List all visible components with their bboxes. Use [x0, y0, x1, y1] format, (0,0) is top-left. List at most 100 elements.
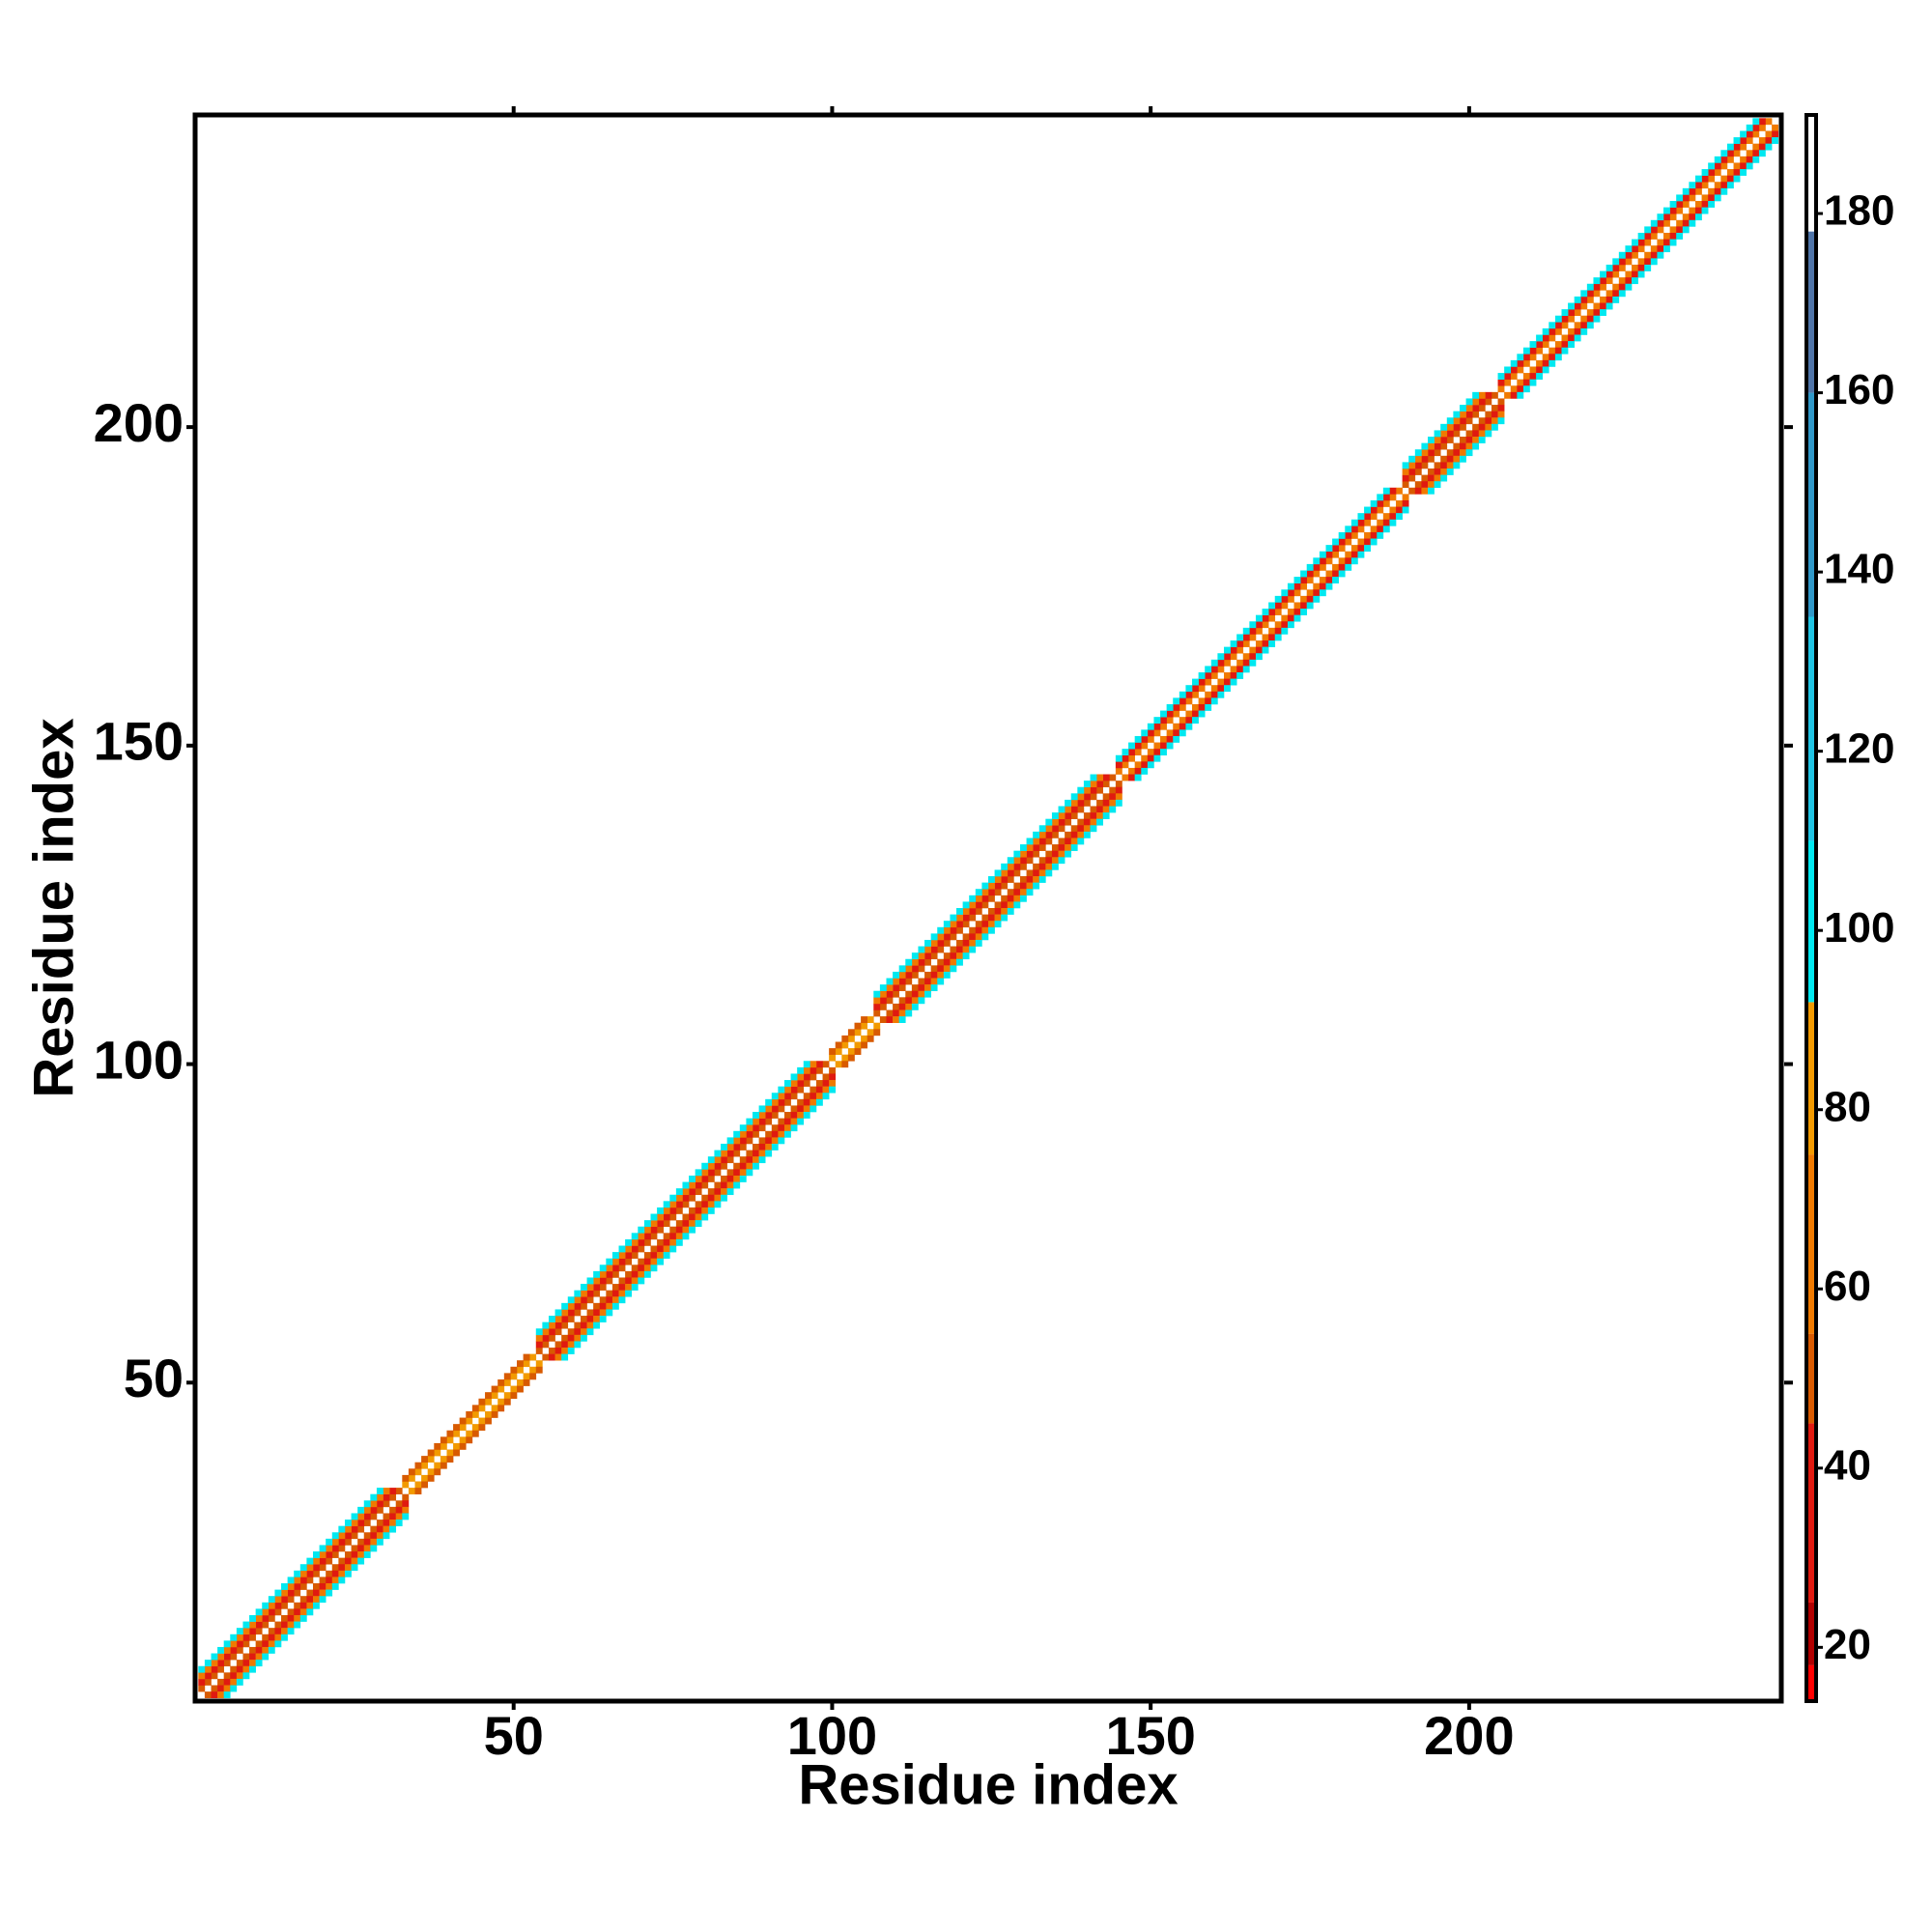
heatmap-cell	[618, 1284, 626, 1291]
heatmap-cell	[771, 1112, 779, 1119]
heatmap-cell	[783, 1130, 791, 1138]
heatmap-cell	[281, 1621, 288, 1629]
heatmap-cell	[1637, 270, 1645, 278]
heatmap-cell	[1013, 882, 1021, 890]
heatmap-cell	[1109, 806, 1117, 813]
heatmap-cell	[440, 1436, 447, 1444]
heatmap-cell	[287, 1608, 295, 1616]
heatmap-cell	[950, 965, 957, 973]
heatmap-cell	[1542, 341, 1549, 348]
heatmap-cell	[586, 1296, 594, 1304]
heatmap-cell	[879, 997, 887, 1005]
heatmap-cell	[1548, 334, 1556, 342]
heatmap-cell	[1453, 430, 1461, 438]
heatmap-cell	[1166, 735, 1174, 743]
heatmap-cell	[758, 1105, 766, 1113]
heatmap-cell	[1561, 341, 1569, 348]
heatmap-cell	[1726, 156, 1734, 163]
heatmap-cell	[1249, 621, 1257, 629]
heatmap-cell	[1605, 270, 1613, 278]
heatmap-cell	[1733, 169, 1741, 176]
heatmap-cell	[561, 1302, 569, 1310]
heatmap-cell	[1650, 232, 1658, 240]
heatmap-cell	[905, 965, 913, 973]
heatmap-cell	[287, 1596, 295, 1604]
heatmap-cell	[331, 1532, 339, 1540]
heatmap-cell	[1090, 812, 1097, 819]
heatmap-cell	[1122, 761, 1129, 769]
heatmap-cell	[611, 1270, 619, 1278]
heatmap-cell	[1223, 659, 1231, 667]
heatmap-cell	[1192, 685, 1199, 693]
heatmap-cell	[625, 1258, 633, 1265]
heatmap-cell	[714, 1169, 722, 1177]
heatmap-cell	[491, 1392, 498, 1400]
colorbar-frame	[1804, 113, 1818, 1703]
heatmap-cell	[599, 1277, 607, 1285]
heatmap-cell	[1446, 437, 1454, 443]
heatmap-cell	[707, 1162, 715, 1170]
heatmap-cell	[1434, 442, 1441, 450]
heatmap-cell	[988, 914, 995, 922]
heatmap-cell	[746, 1150, 753, 1157]
heatmap-cell	[529, 1373, 537, 1380]
heatmap-cell	[707, 1188, 715, 1196]
heatmap-cell	[249, 1665, 256, 1673]
heatmap-cell	[657, 1226, 664, 1234]
heatmap-cell	[1210, 672, 1218, 679]
heatmap-cell	[682, 1220, 690, 1228]
heatmap-cell	[1382, 494, 1390, 501]
heatmap-cell	[618, 1264, 626, 1272]
heatmap-cell	[466, 1417, 473, 1425]
heatmap-cell	[682, 1181, 690, 1189]
heatmap-cell	[1268, 634, 1276, 641]
heatmap-cell	[1568, 334, 1575, 342]
heatmap-cell	[975, 895, 982, 902]
heatmap-cell	[861, 1016, 868, 1023]
heatmap-cell	[1669, 207, 1677, 214]
heatmap-cell	[721, 1175, 727, 1182]
heatmap-cell	[1051, 863, 1059, 870]
heatmap-cell	[1255, 627, 1263, 635]
heatmap-cell	[1058, 838, 1065, 845]
heatmap-cell	[1070, 825, 1078, 833]
heatmap-cell	[1746, 150, 1753, 157]
heatmap-cell	[1548, 322, 1556, 329]
heatmap-cell	[529, 1353, 537, 1361]
heatmap-cell	[1083, 786, 1091, 794]
heatmap-cell	[338, 1577, 346, 1584]
heatmap-cell	[363, 1545, 371, 1552]
heatmap-cell	[497, 1378, 505, 1386]
heatmap-cell	[1446, 449, 1454, 457]
heatmap-cell	[1733, 137, 1741, 144]
heatmap-cell	[567, 1302, 575, 1310]
heatmap-cell	[1287, 582, 1294, 590]
heatmap-cell	[1752, 150, 1760, 157]
heatmap-cell	[650, 1226, 658, 1234]
heatmap-cell	[682, 1233, 690, 1240]
heatmap-cell	[790, 1112, 798, 1119]
heatmap-cell	[357, 1557, 365, 1565]
heatmap-cell	[1217, 691, 1225, 698]
heatmap-cell	[1497, 411, 1505, 418]
heatmap-cell	[446, 1456, 454, 1463]
heatmap-cell	[1287, 595, 1294, 603]
heatmap-cell	[815, 1061, 823, 1068]
heatmap-cell	[1198, 672, 1206, 679]
heatmap-cell	[1708, 194, 1716, 202]
heatmap-cell	[905, 1009, 913, 1017]
heatmap-cell	[1038, 863, 1046, 870]
heatmap-cell	[893, 978, 899, 985]
heatmap-cell	[1274, 595, 1282, 603]
heatmap-cell	[829, 1073, 837, 1081]
heatmap-cell	[803, 1080, 810, 1087]
heatmap-cell	[873, 1003, 881, 1010]
heatmap-cell	[1478, 391, 1486, 399]
heatmap-cell	[1242, 634, 1250, 641]
heatmap-cell	[1414, 462, 1422, 469]
heatmap-cell	[1370, 513, 1378, 521]
heatmap-cell	[1350, 557, 1358, 565]
heatmap-cell	[402, 1474, 410, 1482]
heatmap-cell	[1548, 354, 1556, 361]
heatmap-cell	[981, 901, 989, 909]
